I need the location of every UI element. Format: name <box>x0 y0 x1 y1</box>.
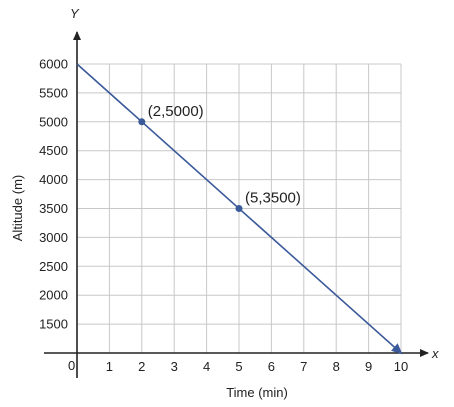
data-point-label: (2,5000) <box>148 103 204 120</box>
x-tick-label: 4 <box>203 359 210 374</box>
y-tick-label: 3500 <box>39 201 68 216</box>
data-point-label: (5,3500) <box>245 190 301 207</box>
axes <box>44 31 429 378</box>
y-tick-label: 6000 <box>39 57 68 72</box>
x-tick-label: 1 <box>106 359 113 374</box>
data-point <box>138 118 146 126</box>
y-tick-label: 5500 <box>39 85 68 100</box>
data-point <box>235 205 243 212</box>
y-tick-label: 4000 <box>39 172 68 187</box>
x-axis-label: Time (min) <box>226 385 288 400</box>
y-axis-label: Altitude (m) <box>10 175 25 241</box>
y-tick-label: 1500 <box>39 317 68 332</box>
x-tick-label: 6 <box>268 359 275 374</box>
y-tick-label: 4500 <box>39 143 68 158</box>
data-points: (2,5000) (5,3500) <box>138 103 301 212</box>
tick-labels: 1 2 3 4 5 6 7 8 9 10 1500 2000 2500 3000 3500 4000 4500 5… <box>39 57 408 375</box>
y-tick-label: 5000 <box>39 114 68 129</box>
x-tick-label: 2 <box>138 359 145 374</box>
x-tick-label: 10 <box>394 359 408 374</box>
x-axis-letter: x <box>431 346 439 361</box>
x-tick-label: 9 <box>365 359 372 374</box>
x-tick-label: 3 <box>171 359 178 374</box>
axis-labels: Time (min) Altitude (m) x Y 0 <box>10 6 439 400</box>
grid <box>77 63 402 353</box>
y-tick-label: 2500 <box>39 259 68 274</box>
x-tick-label: 5 <box>235 359 242 374</box>
origin-label: 0 <box>68 358 75 373</box>
y-axis-letter: Y <box>70 6 80 21</box>
y-tick-label: 3000 <box>39 230 68 245</box>
x-tick-label: 7 <box>300 359 307 374</box>
x-tick-label: 8 <box>333 359 340 374</box>
y-tick-label: 2000 <box>39 288 68 303</box>
